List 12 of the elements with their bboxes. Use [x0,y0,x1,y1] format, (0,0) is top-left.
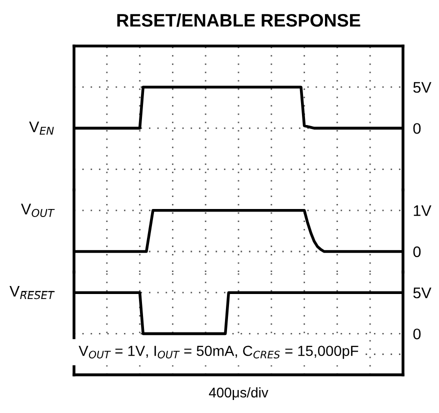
x-axis-title: 400μs/div [208,387,268,400]
chart-title: RESET/ENABLE RESPONSE [117,13,360,27]
y-tick-label: 0 [413,246,421,258]
text: V$_{R̅E̅S̅E̅T̅}$ [10,286,55,300]
y-tick-label: 0 [413,328,421,340]
text: V$_{OUT}$ [21,204,55,217]
y-tick-label: 5V [413,82,432,93]
text: V$_{EN}$ [29,122,54,135]
annotation: V$_{OUT}$ = 1V, I$_{OUT}$ = 50mA, C$_{CRES}$ = 15,000pF [78,346,358,359]
y-tick-label: 0 [413,123,421,134]
y-tick-label: 1V [414,205,432,216]
y-tick-label: 5V [413,288,432,298]
